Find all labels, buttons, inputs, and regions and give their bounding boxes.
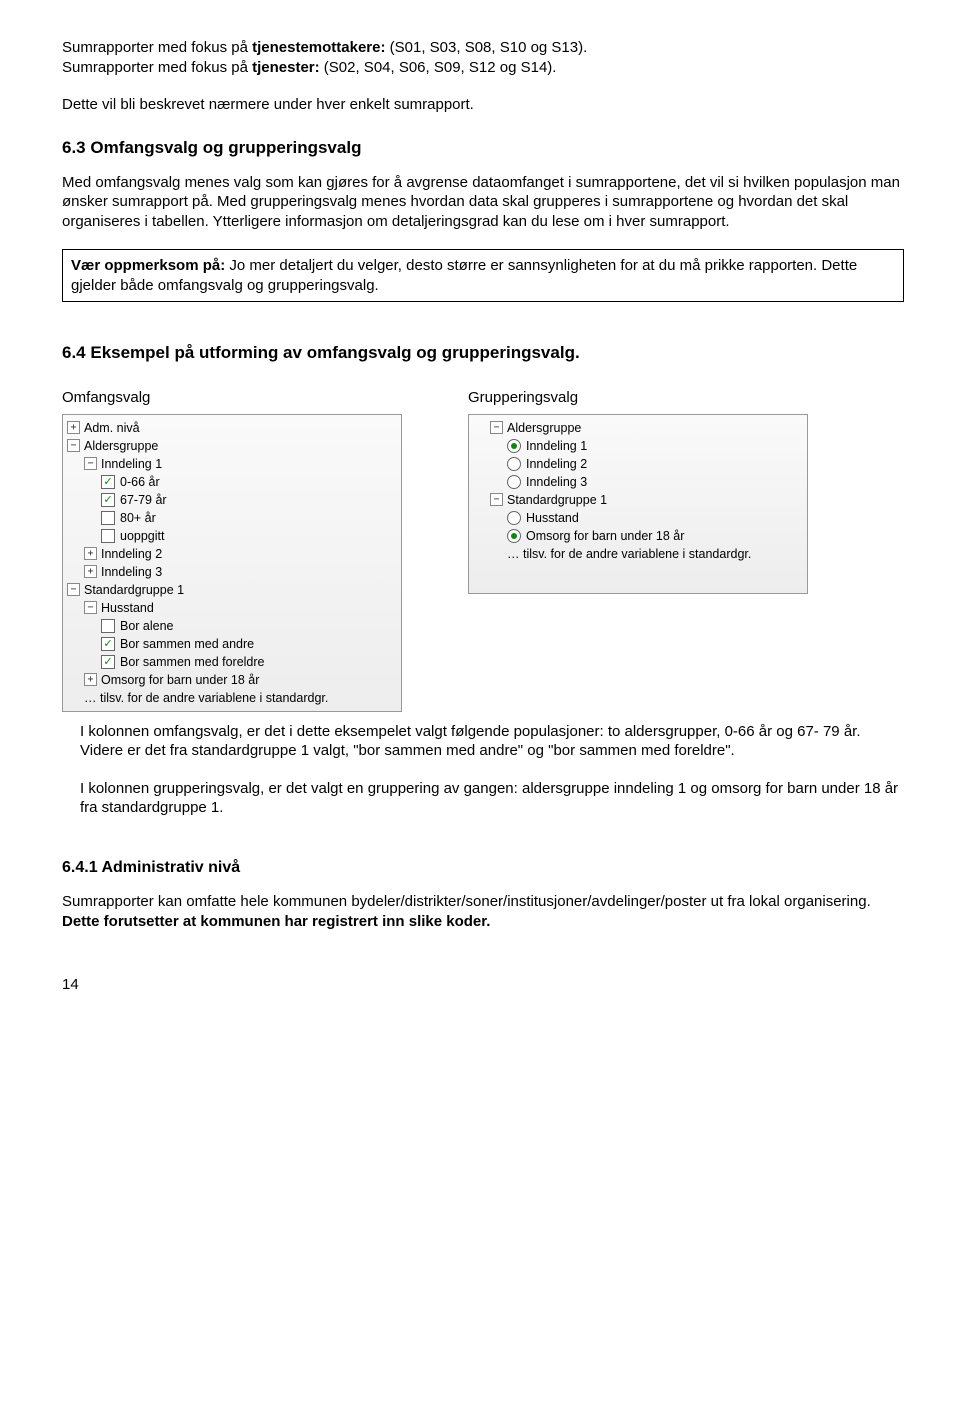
omfangsvalg-title: Omfangsvalg: [62, 388, 402, 408]
tree-label[interactable]: Inndeling 3: [526, 473, 587, 491]
grupperingsvalg-tree: −Aldersgruppe Inndeling 1 Inndeling 2 In…: [468, 414, 808, 594]
tree-columns: Omfangsvalg +Adm. nivå −Aldersgruppe −In…: [62, 378, 904, 712]
tree-label[interactable]: Inndeling 3: [101, 563, 162, 581]
collapse-icon[interactable]: −: [490, 421, 503, 434]
intro-line1-label: Sumrapporter med fokus på: [62, 39, 252, 56]
heading-6-4: 6.4 Eksempel på utforming av omfangsvalg…: [62, 342, 904, 364]
checkbox-icon[interactable]: [101, 511, 115, 525]
checkbox-checked-icon[interactable]: ✓: [101, 637, 115, 651]
tree-label[interactable]: uoppgitt: [120, 527, 164, 545]
expand-icon[interactable]: +: [84, 565, 97, 578]
collapse-icon[interactable]: −: [84, 601, 97, 614]
checkbox-checked-icon[interactable]: ✓: [101, 475, 115, 489]
tree-label[interactable]: Inndeling 2: [526, 455, 587, 473]
collapse-icon[interactable]: −: [67, 583, 80, 596]
tree-label[interactable]: Omsorg for barn under 18 år: [526, 527, 684, 545]
para-6-3: Med omfangsvalg menes valg som kan gjøre…: [62, 173, 904, 232]
after-tree-p1: I kolonnen omfangsvalg, er det i dette e…: [80, 722, 904, 761]
note-box-bold: Vær oppmerksom på:: [71, 257, 225, 274]
tree-label[interactable]: 67-79 år: [120, 491, 167, 509]
intro-line1-bold: tjenestemottakere:: [252, 39, 385, 56]
para-6-4-1-bold: Dette forutsetter at kommunen har regist…: [62, 913, 490, 930]
tree-label[interactable]: Standardgruppe 1: [507, 491, 607, 509]
grupperingsvalg-title: Grupperingsvalg: [468, 388, 808, 408]
tree-label[interactable]: 80+ år: [120, 509, 156, 527]
tree-ellipsis: … tilsv. for de andre variablene i stand…: [84, 689, 328, 707]
tree-label[interactable]: Bor sammen med andre: [120, 635, 254, 653]
tree-label[interactable]: 0-66 år: [120, 473, 160, 491]
radio-icon[interactable]: [507, 511, 521, 525]
intro-line1-rest: (S01, S03, S08, S10 og S13).: [385, 39, 587, 56]
intro-line1: Sumrapporter med fokus på tjenestemottak…: [62, 38, 904, 77]
checkbox-checked-icon[interactable]: ✓: [101, 655, 115, 669]
intro-line2-bold: tjenester:: [252, 59, 320, 76]
intro-line2-label: Sumrapporter med fokus på: [62, 59, 252, 76]
radio-selected-icon[interactable]: [507, 439, 521, 453]
omfangsvalg-tree: +Adm. nivå −Aldersgruppe −Inndeling 1 ✓0…: [62, 414, 402, 712]
expand-icon[interactable]: +: [84, 547, 97, 560]
note-box: Vær oppmerksom på: Jo mer detaljert du v…: [62, 249, 904, 302]
heading-6-3: 6.3 Omfangsvalg og grupperingsvalg: [62, 137, 904, 159]
checkbox-icon[interactable]: [101, 619, 115, 633]
tree-label[interactable]: Bor alene: [120, 617, 174, 635]
radio-selected-icon[interactable]: [507, 529, 521, 543]
tree-label[interactable]: Aldersgruppe: [84, 437, 158, 455]
after-tree-p2: I kolonnen grupperingsvalg, er det valgt…: [80, 779, 904, 818]
collapse-icon[interactable]: −: [490, 493, 503, 506]
checkbox-checked-icon[interactable]: ✓: [101, 493, 115, 507]
intro-line2-rest: (S02, S04, S06, S09, S12 og S14).: [320, 59, 557, 76]
tree-label[interactable]: Adm. nivå: [84, 419, 140, 437]
intro-line3: Dette vil bli beskrevet nærmere under hv…: [62, 95, 904, 115]
tree-label[interactable]: Husstand: [526, 509, 579, 527]
tree-label[interactable]: Inndeling 2: [101, 545, 162, 563]
checkbox-icon[interactable]: [101, 529, 115, 543]
tree-label[interactable]: Standardgruppe 1: [84, 581, 184, 599]
expand-icon[interactable]: +: [67, 421, 80, 434]
radio-icon[interactable]: [507, 457, 521, 471]
tree-label[interactable]: Aldersgruppe: [507, 419, 581, 437]
tree-ellipsis: … tilsv. for de andre variablene i stand…: [507, 545, 751, 563]
omfangsvalg-column: Omfangsvalg +Adm. nivå −Aldersgruppe −In…: [62, 378, 402, 712]
collapse-icon[interactable]: −: [67, 439, 80, 452]
heading-6-4-1: 6.4.1 Administrativ nivå: [62, 858, 904, 879]
tree-label[interactable]: Bor sammen med foreldre: [120, 653, 265, 671]
tree-label[interactable]: Omsorg for barn under 18 år: [101, 671, 259, 689]
para-6-4-1-text: Sumrapporter kan omfatte hele kommunen b…: [62, 893, 871, 910]
expand-icon[interactable]: +: [84, 673, 97, 686]
grupperingsvalg-column: Grupperingsvalg −Aldersgruppe Inndeling …: [468, 378, 808, 712]
tree-label[interactable]: Inndeling 1: [526, 437, 587, 455]
tree-label[interactable]: Husstand: [101, 599, 154, 617]
radio-icon[interactable]: [507, 475, 521, 489]
page-number: 14: [62, 975, 904, 995]
para-6-4-1: Sumrapporter kan omfatte hele kommunen b…: [62, 892, 904, 931]
collapse-icon[interactable]: −: [84, 457, 97, 470]
tree-label[interactable]: Inndeling 1: [101, 455, 162, 473]
